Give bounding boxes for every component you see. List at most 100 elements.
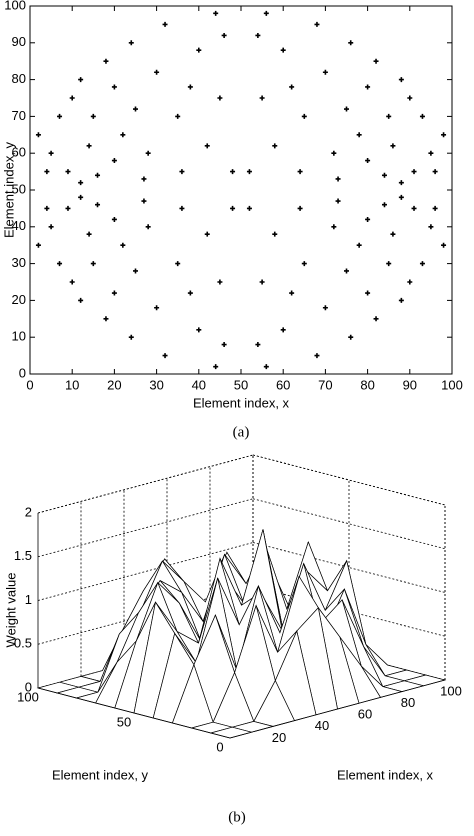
point [120, 132, 126, 138]
y-tick-label: 10 [12, 329, 26, 344]
x-tick-label: 70 [318, 377, 332, 392]
point [246, 205, 252, 211]
point [213, 364, 219, 370]
y-tick-label: 70 [12, 108, 26, 123]
grid-line [37, 498, 254, 558]
x-tick-label: 80 [360, 377, 374, 392]
y-tick-label: 50 [117, 714, 131, 729]
x-tick-label: 100 [440, 683, 462, 698]
point [95, 172, 101, 178]
x-tick-label: 60 [358, 707, 372, 722]
point [90, 261, 96, 267]
grid-line [37, 542, 254, 601]
point [175, 113, 181, 119]
point [398, 194, 404, 200]
y-tick-label: 100 [17, 689, 39, 704]
point [344, 106, 349, 112]
y-tick-label: 20 [12, 292, 26, 307]
point [154, 69, 160, 75]
point [196, 327, 202, 333]
point [44, 169, 50, 175]
point [255, 32, 261, 38]
point [441, 132, 447, 138]
point [230, 205, 236, 211]
point [348, 40, 354, 46]
point [344, 268, 349, 274]
point [213, 10, 219, 16]
point [86, 231, 92, 237]
point [78, 297, 84, 303]
point [390, 143, 396, 149]
point [221, 342, 227, 348]
point [86, 143, 92, 149]
point [335, 176, 341, 182]
x-tick-label: 100 [441, 377, 463, 392]
point [322, 69, 328, 75]
point [356, 242, 362, 248]
point [221, 32, 227, 38]
point [381, 172, 387, 178]
point [145, 224, 151, 230]
point [44, 205, 50, 211]
z-tick-label: 1 [25, 592, 32, 607]
point [365, 84, 371, 90]
point [65, 169, 71, 175]
point [335, 198, 341, 204]
point [407, 279, 413, 285]
point [428, 150, 434, 156]
point [35, 242, 41, 248]
x-tick-label: 80 [401, 695, 415, 710]
point [133, 268, 138, 274]
point [331, 150, 337, 156]
point [111, 216, 117, 222]
point [187, 290, 193, 296]
point [301, 261, 307, 267]
point [69, 279, 75, 285]
point [289, 84, 295, 90]
point [381, 202, 387, 208]
point [356, 132, 362, 138]
point [69, 95, 75, 101]
point [373, 58, 379, 64]
point [111, 84, 117, 90]
y-axis-label: Element index, y [1, 141, 16, 238]
point [411, 205, 417, 211]
x-tick-label: 40 [192, 377, 206, 392]
point [390, 231, 396, 237]
point [217, 95, 223, 101]
point [246, 169, 252, 175]
point [48, 150, 54, 156]
point [141, 198, 147, 204]
x-axis-label: Element index, x [193, 395, 290, 410]
grid-line [37, 454, 254, 514]
point [179, 205, 185, 211]
point [280, 327, 286, 333]
point [103, 58, 109, 64]
point [141, 176, 147, 182]
point [78, 180, 84, 186]
point [419, 113, 425, 119]
point [441, 242, 447, 248]
point [398, 180, 404, 186]
point [154, 305, 160, 311]
x-tick-label: 40 [315, 718, 329, 733]
point [322, 305, 328, 311]
plot-area [29, 5, 453, 375]
x-axis [229, 679, 446, 739]
point [301, 113, 307, 119]
point [398, 297, 404, 303]
point [255, 342, 261, 348]
point [179, 169, 185, 175]
point [65, 205, 71, 211]
point [111, 290, 117, 296]
point [365, 290, 371, 296]
point [230, 169, 236, 175]
point [386, 113, 392, 119]
point [407, 95, 413, 101]
point [217, 279, 223, 285]
caption: (b) [228, 809, 246, 825]
x-tick-label: 90 [403, 377, 417, 392]
point [428, 224, 434, 230]
x-tick-label: 20 [272, 730, 286, 745]
